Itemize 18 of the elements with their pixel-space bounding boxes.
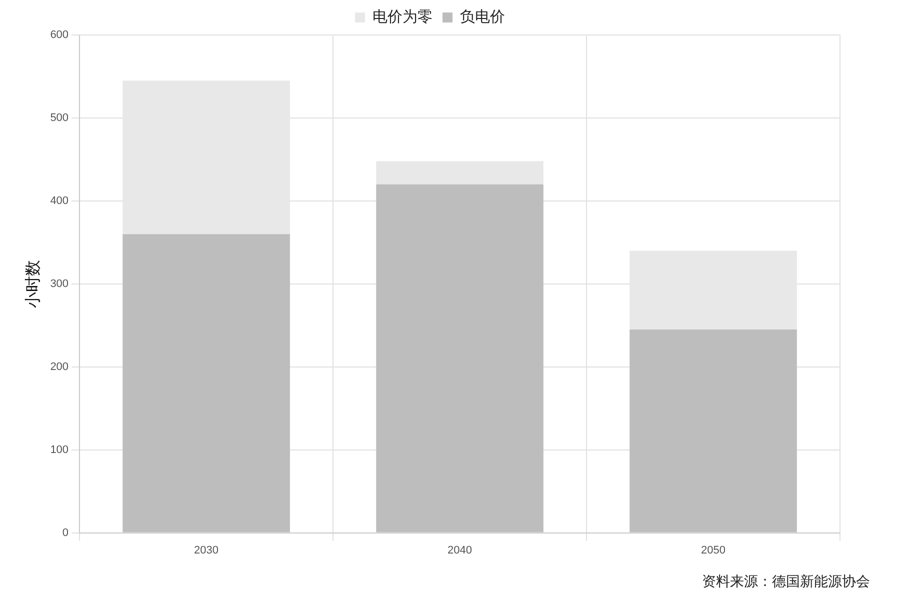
- x-tick-label: 2040: [448, 544, 472, 556]
- legend-label: 负电价: [460, 8, 505, 26]
- x-tick-label: 2050: [701, 544, 726, 556]
- y-tick-label: 500: [50, 112, 69, 124]
- y-tick-label: 0: [62, 526, 69, 539]
- bar: [122, 234, 290, 532]
- x-tick-label: 2030: [194, 544, 219, 556]
- text: 资料来源：德国新能源协会: [702, 573, 870, 591]
- y-tick-label: 600: [50, 29, 69, 42]
- bar: [630, 330, 797, 532]
- y-tick-label: 200: [50, 360, 69, 373]
- y-tick-label: 100: [50, 444, 69, 456]
- legend-label: 电价为零: [372, 8, 432, 26]
- bar: [376, 184, 544, 532]
- y-tick-label: 400: [50, 194, 69, 207]
- bar: [376, 161, 544, 184]
- y-axis-title: 小时数: [24, 260, 42, 308]
- y-tick-label: 300: [50, 278, 69, 290]
